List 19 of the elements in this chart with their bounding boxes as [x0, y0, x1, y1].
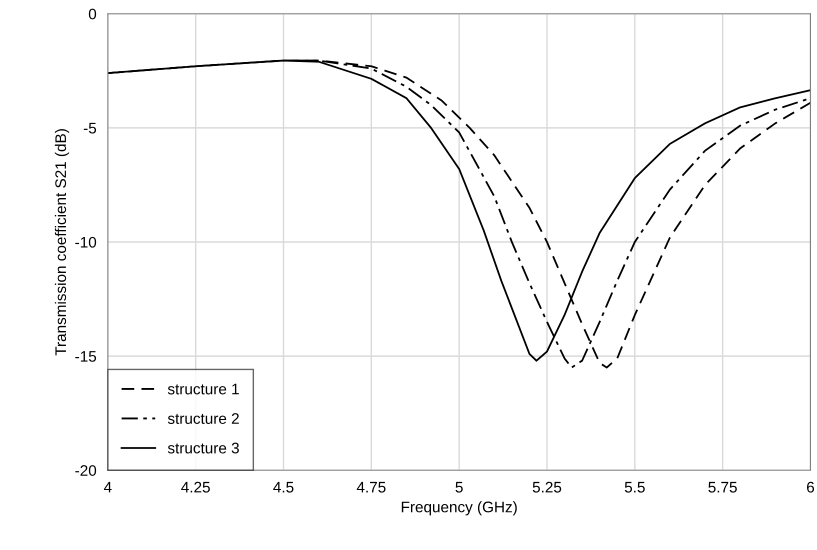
y-axis-title: Transmission coefficient S21 (dB): [54, 129, 70, 356]
legend-label: structure 3: [168, 442, 239, 454]
x-tick-label: 5.25: [532, 482, 562, 493]
x-tick-label: 4.75: [356, 482, 386, 493]
x-tick-label: 4: [104, 482, 112, 492]
x-tick-label: 5.75: [708, 482, 737, 493]
legend-label: structure 1: [168, 384, 239, 394]
y-tick-label: -5: [84, 122, 96, 134]
y-tick-label: -10: [75, 236, 96, 248]
x-tick-label: 5.5: [624, 482, 645, 493]
x-tick-label: 6: [806, 482, 814, 493]
legend-label: structure 2: [168, 413, 239, 424]
x-axis-title: Frequency (GHz): [402, 501, 517, 516]
y-tick-label: -20: [75, 465, 96, 476]
y-tick-label: 0: [88, 8, 96, 20]
x-tick-label: 4.25: [181, 482, 210, 493]
x-tick-label: 5: [456, 482, 463, 493]
y-tick-label: -15: [75, 351, 96, 362]
x-tick-label: 4.5: [273, 482, 294, 493]
